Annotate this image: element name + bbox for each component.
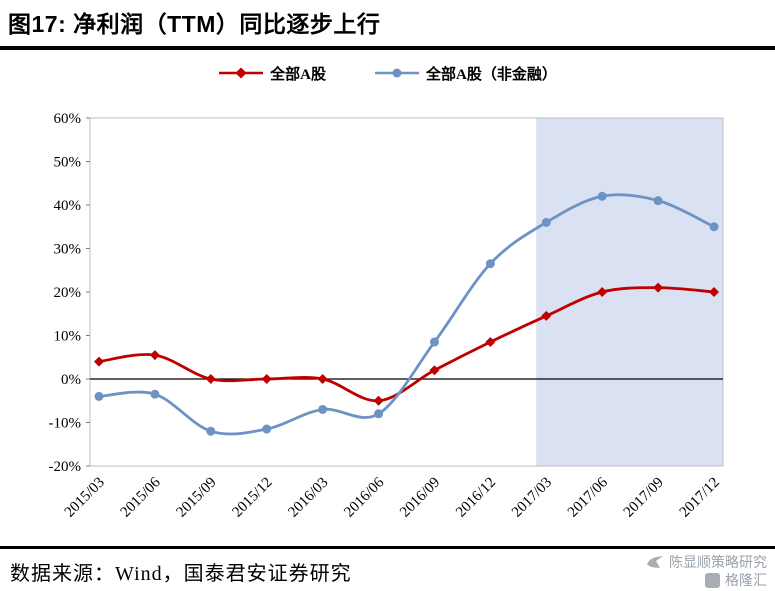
legend-label-all-a-shares: 全部A股 <box>270 66 326 83</box>
y-axis: 60% 50% 40% 30% 20% 10% 0% -10% -20% <box>49 111 90 475</box>
figure-title: 图17: 净利润（TTM）同比逐步上行 <box>8 11 381 37</box>
data-point-circle <box>653 196 663 206</box>
svg-text:2017/03: 2017/03 <box>509 475 555 521</box>
red-diamond-series-marker-icon <box>219 67 264 79</box>
figure-footer: 数据来源：Wind，国泰君安证券研究 陈显顺策略研究 格隆汇 <box>0 546 775 591</box>
svg-text:60%: 60% <box>54 111 82 127</box>
data-point-diamond <box>709 287 719 297</box>
dove-icon <box>647 556 663 568</box>
svg-text:2016/12: 2016/12 <box>453 475 499 521</box>
watermark-author-text: 陈显顺策略研究 <box>669 554 767 570</box>
watermark-author-line: 陈显顺策略研究 <box>646 553 767 571</box>
highlight-band <box>536 118 723 466</box>
data-source-text: 数据来源：Wind，国泰君安证券研究 <box>10 563 352 585</box>
data-point-diamond <box>429 365 440 376</box>
data-point-diamond <box>317 374 328 384</box>
data-point-circle <box>374 409 384 419</box>
svg-text:2017/06: 2017/06 <box>565 474 611 520</box>
data-point-circle <box>597 191 607 201</box>
svg-text:2017/09: 2017/09 <box>621 475 667 521</box>
svg-text:10%: 10% <box>54 329 82 345</box>
line-chart: 60%50%40%30%20%10%0%-10%-20%2015/03 2015/… <box>49 111 724 521</box>
data-point-circle <box>318 404 328 414</box>
blue-circle-series-marker-icon <box>375 68 419 78</box>
data-point-circle <box>709 222 719 232</box>
svg-text:-20%: -20% <box>49 459 82 475</box>
watermark-logo-line: 格隆汇 <box>646 571 767 589</box>
data-point-diamond <box>261 374 272 384</box>
data-point-circle <box>262 424 272 434</box>
legend-item-all-a-shares: 全部A股 <box>218 63 326 84</box>
figure-title-bar: 图17: 净利润（TTM）同比逐步上行 <box>0 0 775 50</box>
svg-text:-10%: -10% <box>49 416 82 432</box>
data-point-circle <box>94 391 104 401</box>
svg-text:2016/03: 2016/03 <box>285 475 331 521</box>
data-point-circle <box>541 217 551 227</box>
svg-text:2016/06: 2016/06 <box>341 474 387 520</box>
watermark: 陈显顺策略研究 格隆汇 <box>646 553 767 589</box>
data-point-diamond <box>149 350 160 361</box>
data-point-circle <box>429 337 439 347</box>
data-point-circle <box>150 389 160 399</box>
data-point-diamond <box>541 310 552 321</box>
svg-text:2015/06: 2015/06 <box>118 474 164 520</box>
x-axis: 2015/03 2015/06 2015/09 2015/12 2016/03 2016/… <box>62 474 723 520</box>
svg-text:30%: 30% <box>54 242 82 258</box>
data-point-diamond <box>653 282 664 293</box>
svg-text:40%: 40% <box>54 198 82 214</box>
svg-text:50%: 50% <box>54 155 82 171</box>
gelonghui-logo-icon <box>705 572 720 588</box>
chart-legend: 全部A股 全部A股（非金融） <box>0 50 775 84</box>
data-point-diamond <box>94 356 104 367</box>
svg-text:0%: 0% <box>61 372 81 388</box>
data-point-diamond <box>597 287 608 297</box>
svg-text:2017/12: 2017/12 <box>677 475 723 521</box>
svg-text:20%: 20% <box>54 285 82 301</box>
legend-label-all-a-shares-nonfinancial: 全部A股（非金融） <box>426 66 557 83</box>
svg-text:2015/09: 2015/09 <box>174 475 220 521</box>
data-point-circle <box>485 259 495 269</box>
data-point-diamond <box>205 374 216 384</box>
legend-item-all-a-shares-nonfinancial: 全部A股（非金融） <box>374 63 557 84</box>
watermark-logo-text: 格隆汇 <box>725 572 767 588</box>
svg-text:2015/03: 2015/03 <box>62 475 108 521</box>
data-point-diamond <box>485 337 496 348</box>
svg-text:2015/12: 2015/12 <box>229 475 275 521</box>
svg-text:2016/09: 2016/09 <box>397 475 443 521</box>
data-point-diamond <box>373 395 384 406</box>
data-point-circle <box>206 426 216 436</box>
